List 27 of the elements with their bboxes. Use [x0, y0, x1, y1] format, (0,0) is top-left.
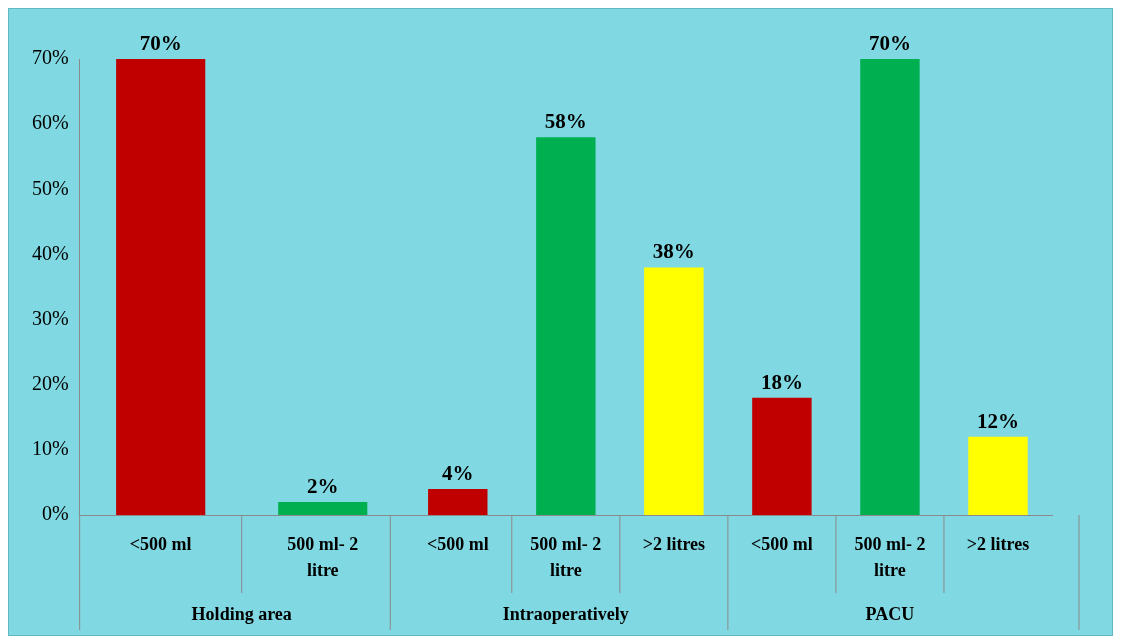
- y-tick-label: 40%: [31, 241, 69, 264]
- y-tick-label: 70%: [31, 46, 69, 69]
- series-label: >2 litres: [642, 533, 706, 554]
- series-label: <500 ml: [129, 533, 192, 554]
- text: >2 litres: [966, 533, 1030, 554]
- x-tick-label: PACU: [865, 603, 915, 624]
- y-tick-label: 60%: [31, 111, 69, 134]
- text: 500 ml- 2 litre: [530, 533, 602, 580]
- y-tick-label: 0%: [41, 502, 69, 525]
- data-label: 58%: [544, 109, 587, 134]
- text: <500 ml: [751, 533, 813, 554]
- text: <500 ml: [426, 533, 489, 554]
- data-label: 70%: [868, 30, 911, 55]
- data-label: 38%: [652, 239, 695, 264]
- data-label: 18%: [760, 369, 803, 394]
- data-label: 70%: [139, 30, 182, 55]
- x-tick-label: Intraoperatively: [502, 603, 629, 624]
- text: 500 ml- 2 litre: [854, 533, 926, 580]
- data-label: 4%: [442, 460, 474, 485]
- data-label: 12%: [976, 408, 1019, 433]
- y-tick-label: 30%: [31, 306, 69, 329]
- series-label: 500 ml- 2 litre: [287, 533, 359, 580]
- y-tick-label: 20%: [31, 371, 69, 394]
- data-label: 2%: [307, 473, 339, 498]
- y-tick-label: 10%: [31, 437, 69, 460]
- y-tick-label: 50%: [31, 176, 69, 199]
- x-tick-label: Holding area: [191, 603, 292, 624]
